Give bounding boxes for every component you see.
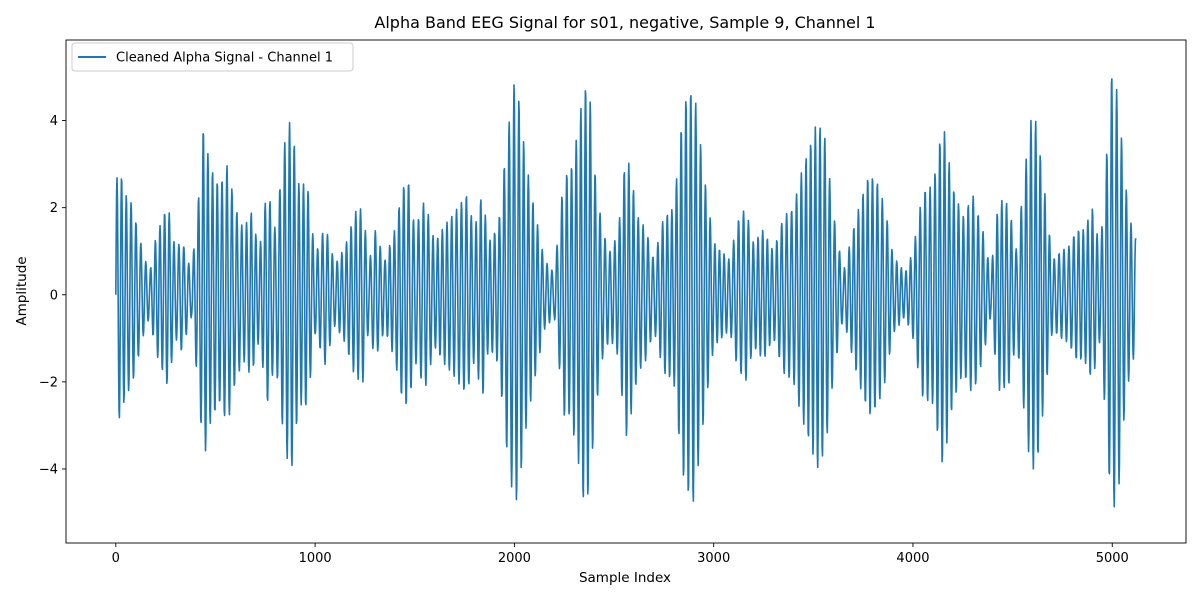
x-axis: 0 1000 2000 3000 4000 5000: [112, 543, 1129, 566]
y-axis: −4 −2 0 2 4: [39, 114, 66, 477]
x-tick-label: 4000: [896, 551, 929, 566]
y-axis-label: Amplitude: [14, 256, 30, 325]
x-tick-label: 2000: [498, 551, 531, 566]
x-tick-label: 5000: [1096, 551, 1129, 566]
x-axis-label: Sample Index: [579, 570, 671, 586]
x-tick-label: 0: [112, 551, 120, 566]
y-tick-label: 0: [50, 288, 58, 303]
y-tick-label: 4: [50, 114, 58, 129]
x-tick-label: 1000: [299, 551, 332, 566]
y-tick-label: 2: [50, 201, 58, 216]
chart-title: Alpha Band EEG Signal for s01, negative,…: [374, 13, 875, 32]
legend-label: Cleaned Alpha Signal - Channel 1: [116, 51, 333, 66]
legend: Cleaned Alpha Signal - Channel 1: [71, 42, 354, 72]
x-tick-label: 3000: [697, 551, 730, 566]
y-tick-label: −2: [39, 375, 58, 390]
plot-frame: [65, 39, 1187, 544]
series-line: [115, 78, 1137, 508]
legend-box: [71, 42, 354, 72]
y-tick-label: −4: [39, 462, 58, 477]
